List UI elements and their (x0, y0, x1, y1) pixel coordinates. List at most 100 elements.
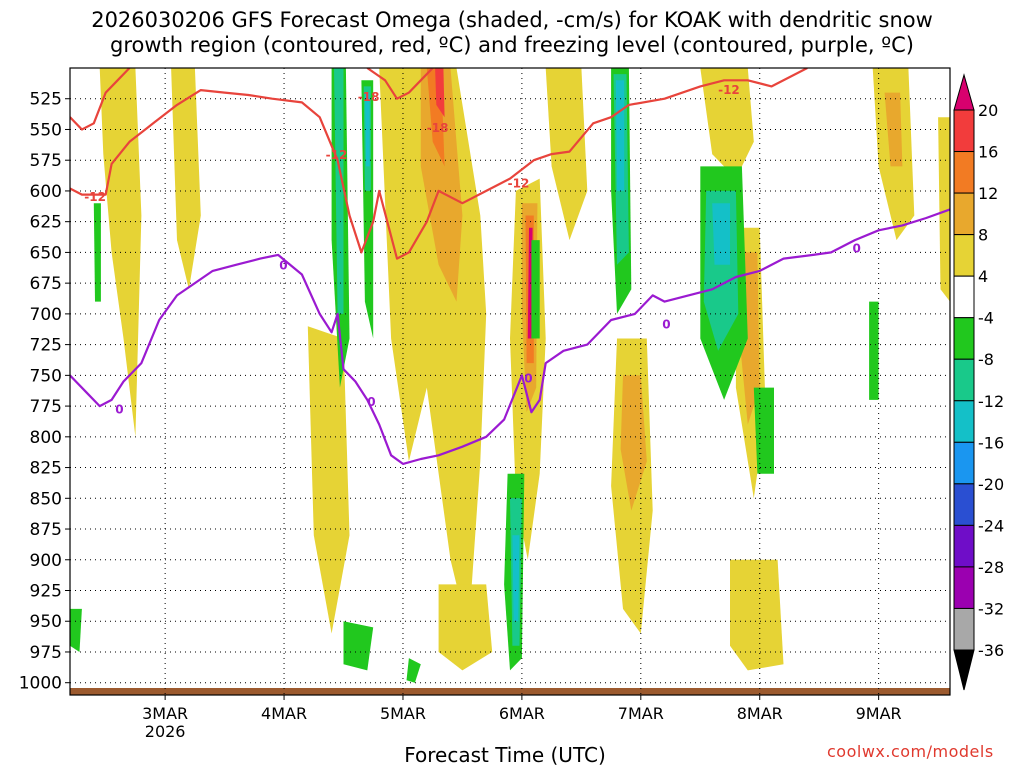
contour-label: 0 (367, 395, 375, 409)
y-tick-label: 900 (30, 551, 62, 571)
omega-region (70, 608, 82, 652)
y-tick-label: 625 (30, 213, 62, 233)
omega-region (545, 68, 588, 241)
contour-label: 0 (115, 402, 123, 416)
credit-text: coolwx.com/models (827, 742, 994, 761)
omega-region (343, 621, 374, 671)
omega-region (938, 117, 950, 302)
y-tick-label: 525 (30, 90, 62, 110)
contour-label: -12 (84, 190, 106, 204)
omega-region (171, 68, 201, 290)
contour-label: -12 (326, 148, 348, 162)
x-tick-sublabel: 2026 (145, 722, 186, 741)
x-axis-label: Forecast Time (UTC) (404, 743, 606, 767)
colorbar-box (953, 192, 975, 236)
colorbar-box (953, 441, 975, 485)
omega-region (753, 387, 774, 474)
colorbar-tick-label: -24 (978, 516, 1004, 535)
omega-region (884, 92, 903, 167)
contour-label: 0 (524, 372, 532, 386)
plot-area: -12 -12 -12 -12 -18 -18 0 0 0 0 0 0 (70, 68, 950, 695)
omega-region (531, 240, 540, 339)
omega-region (406, 658, 421, 683)
omega-region (730, 559, 784, 671)
colorbar-tick-label: -36 (978, 641, 1004, 660)
colorbar-tick-label: 16 (978, 143, 998, 162)
x-tick-label: 6MAR (499, 704, 545, 723)
contour-label: -18 (358, 90, 380, 104)
colorbar-tick-label: -12 (978, 392, 1004, 411)
colorbar-tick-label: 8 (978, 226, 988, 245)
contour-line (366, 68, 434, 100)
omega-region (512, 535, 520, 622)
y-tick-label: 650 (30, 243, 62, 263)
omega-region (615, 80, 625, 191)
contour-label: -12 (508, 176, 530, 190)
omega-region (435, 68, 445, 118)
y-tick-label: 875 (30, 520, 62, 540)
colorbar-tick-label: 4 (978, 267, 988, 286)
colorbar-bottom-triangle (953, 649, 975, 691)
y-tick-label: 725 (30, 336, 62, 356)
omega-region (420, 68, 463, 302)
colorbar-box (953, 607, 975, 651)
y-tick-label: 575 (30, 151, 62, 171)
omega-region (869, 301, 879, 400)
y-tick-label: 600 (30, 182, 62, 202)
x-tick-label: 3MAR (142, 704, 188, 723)
colorbar-top-triangle (953, 73, 975, 111)
ground-strip (70, 688, 950, 695)
contour-label: 0 (279, 259, 287, 273)
omega-region (620, 375, 647, 511)
colorbar-tick-label: -16 (978, 433, 1004, 452)
omega-region (93, 203, 101, 302)
y-tick-label: 675 (30, 274, 62, 294)
omega-region (712, 203, 730, 265)
x-tick-label: 4MAR (261, 704, 307, 723)
colorbar-box (953, 317, 975, 360)
colorbar-box (953, 483, 975, 526)
omega-region (307, 326, 350, 634)
y-tick-label: 850 (30, 489, 62, 509)
colorbar-box (953, 524, 975, 568)
colorbar-tick-label: 12 (978, 184, 998, 203)
x-tick-label: 9MAR (856, 704, 902, 723)
x-tick-label: 8MAR (737, 704, 783, 723)
x-tick-label: 5MAR (380, 704, 426, 723)
chart-title: 2026030206 GFS Forecast Omega (shaded, -… (91, 8, 933, 57)
colorbar-box (953, 566, 975, 609)
colorbar-box (953, 234, 975, 277)
y-tick-label: 700 (30, 305, 62, 325)
y-tick-label: 975 (30, 643, 62, 663)
contour-label: -12 (718, 83, 740, 97)
y-tick-label: 550 (30, 120, 62, 140)
contour-label: 0 (852, 241, 860, 255)
y-tick-label: 1000 (19, 674, 62, 694)
colorbar-tick-label: -4 (978, 309, 994, 328)
omega-region (700, 68, 754, 179)
y-tick-label: 925 (30, 582, 62, 602)
y-tick-label: 775 (30, 397, 62, 417)
colorbar-tick-label: -20 (978, 475, 1004, 494)
omega-region (438, 584, 493, 671)
colorbar-tick-label: -32 (978, 599, 1004, 618)
colorbar-tick-label: -28 (978, 558, 1004, 577)
plot-border (69, 67, 951, 696)
colorbar-tick-label: -8 (978, 350, 994, 369)
colorbar-box (953, 358, 975, 402)
y-tick-label: 825 (30, 459, 62, 479)
y-tick-label: 950 (30, 612, 62, 632)
colorbar-box (953, 275, 975, 319)
contour-line (70, 68, 808, 260)
contour-label: -18 (427, 121, 449, 135)
y-tick-label: 750 (30, 366, 62, 386)
colorbar-box (953, 109, 975, 153)
colorbar-tick-label: 20 (978, 101, 998, 120)
y-tick-label: 800 (30, 428, 62, 448)
x-tick-label: 7MAR (618, 704, 664, 723)
omega-region (364, 92, 370, 167)
colorbar-box (953, 400, 975, 443)
colorbar-box (953, 151, 975, 194)
contour-line (70, 68, 131, 131)
